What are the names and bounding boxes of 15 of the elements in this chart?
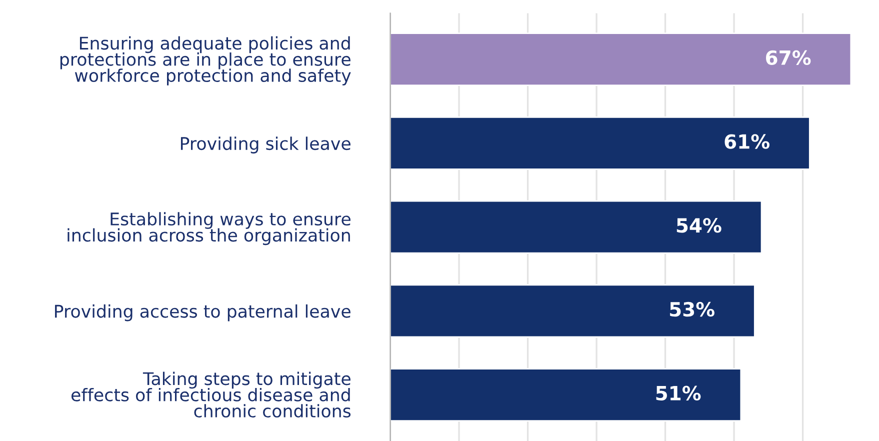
bar (390, 200, 762, 254)
bar (390, 368, 742, 422)
data-label: 61% (724, 134, 770, 149)
data-label: 51% (656, 386, 701, 401)
bar (390, 32, 852, 86)
y-tick-label: Ensuring adequate policies and protections are in place to ensure workforce protection and safety (60, 36, 351, 86)
y-tick-label: Providing sick leave (180, 136, 350, 154)
data-label: 53% (670, 302, 714, 317)
data-label: 54% (676, 218, 722, 233)
bar (390, 116, 810, 170)
y-tick-label: Establishing ways to ensure inclusion across the organization (68, 212, 350, 246)
y-tick-label: Providing access to paternal leave (55, 304, 350, 322)
data-label: 67% (766, 50, 811, 66)
y-tick-label: Taking steps to mitigate effects of infectious disease and chronic conditions (71, 372, 351, 418)
bar (390, 284, 756, 338)
